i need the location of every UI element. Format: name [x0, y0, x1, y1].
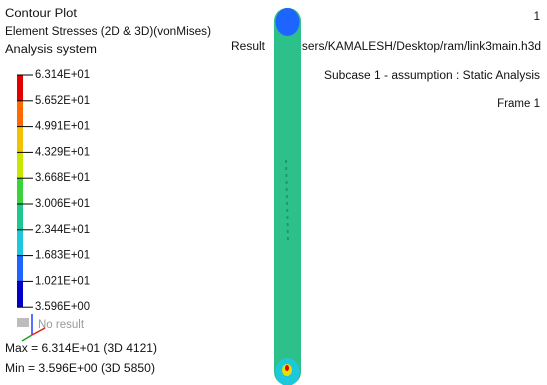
link-model: [274, 8, 301, 385]
legend-label: 5.652E+01: [35, 95, 90, 107]
legend-band: [17, 178, 23, 204]
legend-label: 4.329E+01: [35, 146, 90, 158]
legend-band: [17, 127, 23, 153]
max-label: Max = 6.314E+01 (3D 4121): [5, 343, 157, 355]
legend-label: 3.596E+00: [35, 301, 90, 313]
legend-band: [17, 256, 23, 282]
legend-label: 4.991E+01: [35, 121, 90, 133]
legend-band: [17, 281, 23, 307]
legend-band: [17, 75, 23, 101]
link-end: [276, 8, 300, 36]
legend-band: [17, 204, 23, 230]
legend-label: 2.344E+01: [35, 224, 90, 236]
axis-z: [22, 335, 32, 341]
legend-label: 1.683E+01: [35, 250, 90, 262]
legend-label: 6.314E+01: [35, 69, 90, 81]
legend-label: 1.021E+01: [35, 275, 90, 287]
plot-subtitle: Element Stresses (2D & 3D)(vonMises): [5, 26, 211, 38]
legend-band: [17, 152, 23, 178]
subcase: Subcase 1 - assumption : Static Analysis: [324, 70, 540, 82]
legend-label: 3.006E+01: [35, 198, 90, 210]
legend: 6.314E+01 5.652E+01 4.991E+01 4.329E+01 3.66…: [17, 69, 90, 313]
screen: Contour Plot Element Stresses (2D & 3D)(…: [0, 0, 547, 385]
hotspot: [285, 365, 289, 371]
legend-label: 3.668E+01: [35, 172, 90, 184]
no-result-swatch: [17, 318, 29, 327]
plot-title: Contour Plot: [5, 8, 78, 20]
min-label: Min = 3.596E+00 (3D 5850): [5, 363, 155, 375]
system-label: Analysis system: [5, 44, 97, 56]
file-path: C:/Users/KAMALESH/Desktop/ram/link3main.…: [278, 41, 541, 53]
frame: Frame 1: [497, 98, 540, 110]
no-result-label: No result: [38, 319, 85, 331]
legend-band: [17, 230, 23, 256]
legend-band: [17, 101, 23, 127]
page-number: 1: [534, 11, 540, 23]
result-label: Result: [231, 41, 266, 53]
